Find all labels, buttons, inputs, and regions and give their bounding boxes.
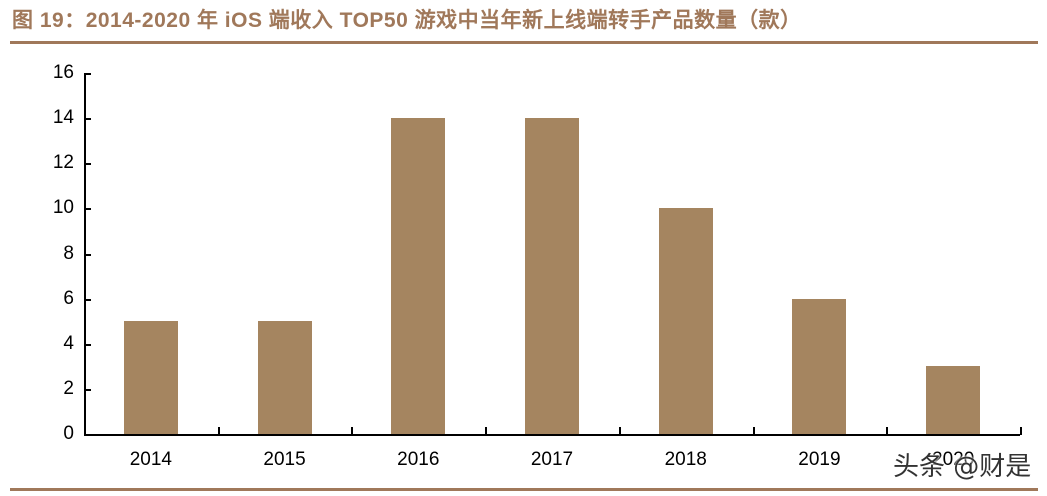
bar-2020 xyxy=(926,366,981,434)
y-tick-label: 14 xyxy=(52,107,74,129)
x-axis xyxy=(84,434,1020,436)
x-tick xyxy=(1020,427,1022,435)
y-tick-label: 6 xyxy=(63,287,74,309)
y-tick xyxy=(84,343,91,346)
bar-2019 xyxy=(792,298,847,434)
bar-2018 xyxy=(658,208,713,434)
x-tick xyxy=(351,427,354,435)
y-tick xyxy=(84,298,91,301)
x-tick xyxy=(752,427,755,435)
bar-2017 xyxy=(525,118,579,434)
y-tick xyxy=(84,118,91,121)
title-divider xyxy=(10,41,1038,44)
x-tick-label: 2019 xyxy=(798,449,841,470)
y-tick xyxy=(84,73,91,75)
y-tick xyxy=(84,163,91,166)
y-tick xyxy=(84,253,91,256)
x-tick xyxy=(886,427,889,435)
x-tick xyxy=(485,427,488,435)
footer-divider xyxy=(10,488,1038,491)
y-tick-label: 12 xyxy=(52,152,74,174)
bar-2016 xyxy=(391,118,446,434)
bar-2014 xyxy=(123,321,178,434)
chart-title: 图 19：2014-2020 年 iOS 端收入 TOP50 游戏中当年新上线端… xyxy=(12,9,802,32)
x-tick xyxy=(618,427,621,435)
y-tick xyxy=(84,388,91,391)
x-tick-label: 2015 xyxy=(263,449,306,470)
y-tick-label: 2 xyxy=(63,377,74,399)
x-tick-label: 2018 xyxy=(664,449,707,470)
y-tick-label: 16 xyxy=(52,62,74,83)
y-tick xyxy=(84,434,91,436)
y-tick-label: 8 xyxy=(63,242,74,264)
y-tick-label: 10 xyxy=(52,197,74,219)
x-tick-label: 2020 xyxy=(932,449,975,470)
x-tick-label: 2014 xyxy=(129,449,172,470)
y-tick xyxy=(84,208,91,211)
x-tick-label: 2017 xyxy=(530,449,574,470)
watermark: 头条 @财是 xyxy=(893,452,1032,482)
y-tick-label: 0 xyxy=(63,423,74,444)
x-tick xyxy=(217,427,220,435)
x-tick xyxy=(84,427,86,435)
x-tick-label: 2016 xyxy=(397,449,440,470)
y-tick-label: 4 xyxy=(63,332,74,354)
bar-2015 xyxy=(257,321,312,434)
